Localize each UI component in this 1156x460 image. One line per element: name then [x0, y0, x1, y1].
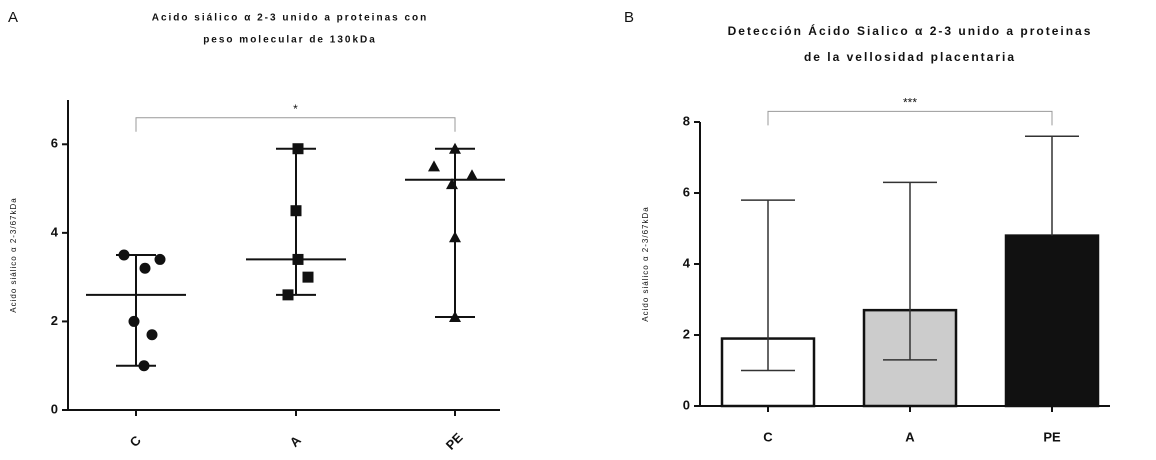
chart-title: Detección Ácido Sialico α 2-3 unido a pr… — [728, 23, 1093, 38]
bar — [1004, 234, 1100, 408]
data-point — [449, 311, 461, 322]
data-point — [146, 329, 158, 341]
y-tick-label: 0 — [683, 397, 690, 412]
panel-label: A — [8, 9, 18, 26]
y-tick-label: 8 — [683, 113, 690, 128]
data-point — [138, 360, 150, 372]
data-point — [449, 231, 461, 243]
x-tick-label: PE — [1043, 429, 1061, 444]
data-point — [292, 143, 304, 155]
data-point — [139, 262, 151, 274]
data-point — [128, 315, 140, 327]
data-point — [446, 178, 458, 190]
data-point — [118, 249, 130, 261]
x-tick-label: C — [127, 432, 145, 450]
significance-bracket — [767, 110, 1053, 126]
y-tick-label: 0 — [51, 401, 58, 416]
y-tick-label: 4 — [683, 255, 691, 270]
x-tick-label: C — [763, 429, 773, 444]
x-tick-label: PE — [443, 430, 466, 453]
significance-bracket — [135, 117, 456, 132]
data-point — [290, 205, 302, 217]
significance-label: *** — [903, 96, 917, 110]
y-axis-label: Acido siálico α 2-3/67kDa — [9, 197, 18, 312]
data-point — [466, 169, 478, 181]
significance-label: * — [293, 102, 298, 116]
data-point — [428, 160, 440, 172]
data-point — [302, 271, 314, 283]
y-tick-label: 4 — [51, 224, 59, 239]
panel-label: B — [624, 9, 634, 26]
data-point — [154, 253, 166, 265]
data-point — [292, 253, 304, 265]
y-tick-label: 6 — [683, 184, 690, 199]
chart-title: de la vellosidad placentaria — [804, 50, 1016, 64]
x-tick-label: A — [905, 429, 915, 444]
chart-title: peso molecular de 130kDa — [203, 35, 377, 46]
chart-title: Acido siálico α 2-3 unido a proteinas co… — [152, 13, 429, 24]
x-tick-label: A — [287, 432, 305, 450]
data-point — [282, 289, 294, 301]
y-axis-label: Acido siálico α 2-3/67kDa — [641, 206, 650, 321]
y-tick-label: 6 — [51, 136, 58, 151]
y-tick-label: 2 — [683, 326, 690, 341]
data-point — [449, 142, 461, 154]
y-tick-label: 2 — [51, 313, 58, 328]
